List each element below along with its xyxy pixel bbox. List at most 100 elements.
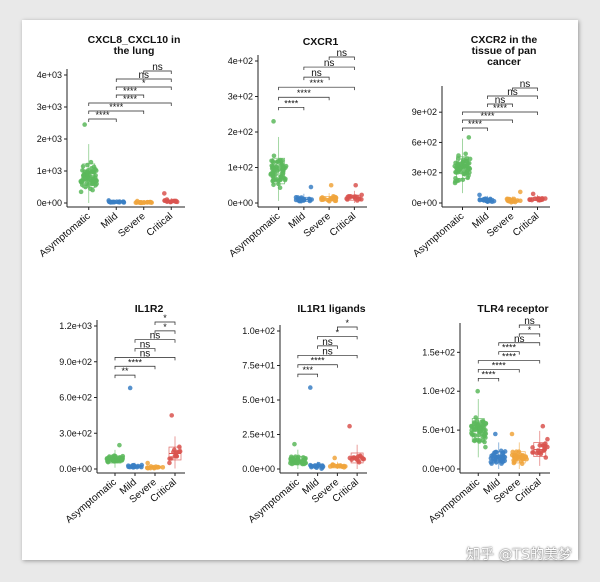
data-point xyxy=(480,438,486,443)
significance-label: **** xyxy=(311,356,326,366)
significance-bracket xyxy=(297,354,358,359)
data-point xyxy=(296,457,301,463)
y-tick-label: 7.5e+01 xyxy=(242,361,275,371)
data-point xyxy=(322,196,327,201)
data-point xyxy=(273,167,278,173)
panel-5: IL1R1 ligands 0.0e+00 2.5e+01 5.0e+01 7.5e+0… xyxy=(242,303,367,526)
significance-label: * xyxy=(142,78,146,88)
data-point xyxy=(499,461,504,466)
data-point xyxy=(517,189,523,195)
data-point xyxy=(474,437,480,443)
x-tick-label: Asymptomatic xyxy=(247,477,302,526)
data-point xyxy=(353,194,358,199)
data-point xyxy=(280,164,285,170)
data-point xyxy=(174,199,180,205)
data-point xyxy=(315,463,321,468)
panel-title: CXCR2 in the xyxy=(471,34,538,46)
significance-label: ns xyxy=(150,331,161,342)
significance-label: **** xyxy=(123,94,138,104)
x-tick-label: Asymptomatic xyxy=(38,211,93,260)
significance-bracket xyxy=(88,118,117,122)
data-point xyxy=(319,464,325,469)
significance-label: ns xyxy=(138,70,149,81)
data-point xyxy=(543,455,549,460)
significance-bracket xyxy=(154,321,176,325)
data-point xyxy=(135,463,141,469)
data-point xyxy=(527,197,532,203)
data-point xyxy=(167,460,172,466)
y-tick-label: 9.0e+02 xyxy=(59,357,92,367)
significance-label: **** xyxy=(468,119,483,129)
significance-label: **** xyxy=(502,343,517,353)
significance-label: ns xyxy=(520,79,531,90)
significance-label: ns xyxy=(336,48,347,59)
data-point xyxy=(145,199,150,205)
data-point xyxy=(513,453,518,459)
data-point xyxy=(474,418,480,424)
panel-title: IL1R2 xyxy=(135,303,164,315)
significance-bracket xyxy=(114,357,176,361)
data-point xyxy=(514,449,519,455)
significance-label: **** xyxy=(284,98,299,108)
data-point xyxy=(456,156,461,162)
data-point xyxy=(289,461,295,467)
data-point xyxy=(467,156,473,162)
y-tick-label: 0.0e+00 xyxy=(422,464,455,474)
x-tick-label: Asymptomatic xyxy=(411,211,466,260)
significance-bracket xyxy=(317,336,358,340)
data-point xyxy=(453,165,459,170)
panel-title: tissue of pan xyxy=(472,45,537,57)
data-point xyxy=(271,119,276,124)
data-point xyxy=(91,164,97,170)
significance-label: **** xyxy=(309,78,324,88)
data-point xyxy=(146,465,152,471)
data-point xyxy=(90,179,95,184)
significance-label: ns xyxy=(140,348,151,359)
y-tick-label: 4e+02 xyxy=(228,56,253,66)
significance-label: ns xyxy=(140,340,151,351)
y-tick-label: 3e+03 xyxy=(37,102,62,112)
data-point xyxy=(540,423,546,429)
y-tick-label: 2e+03 xyxy=(37,134,62,144)
x-tick-label: Severe xyxy=(485,211,517,240)
data-point xyxy=(335,463,341,469)
data-point xyxy=(473,415,479,420)
data-point xyxy=(361,456,367,462)
data-point xyxy=(120,453,126,459)
significance-bracket xyxy=(477,377,500,382)
data-point xyxy=(477,192,482,198)
significance-label: **** xyxy=(123,86,138,96)
data-point xyxy=(462,171,468,177)
significance-bracket xyxy=(317,345,338,349)
y-tick-label: 0.0e+00 xyxy=(242,464,275,474)
data-point xyxy=(354,198,360,203)
data-point xyxy=(271,153,277,159)
significance-label: **** xyxy=(481,369,496,379)
significance-label: **** xyxy=(128,357,143,367)
data-point xyxy=(104,456,110,462)
data-point xyxy=(292,441,297,447)
significance-bracket xyxy=(154,330,176,334)
watermark: 知乎 @TS的美梦 xyxy=(466,547,572,563)
data-point xyxy=(111,453,117,458)
data-point xyxy=(86,178,92,183)
data-point xyxy=(88,159,94,165)
data-point xyxy=(277,185,283,191)
significance-bracket xyxy=(487,103,513,107)
data-point xyxy=(341,465,347,470)
data-point xyxy=(483,444,488,450)
data-point xyxy=(117,442,122,448)
significance-label: *** xyxy=(302,365,313,375)
data-point xyxy=(83,184,88,190)
significance-label: ns xyxy=(322,346,333,357)
data-point xyxy=(162,198,168,203)
data-point xyxy=(276,181,281,187)
y-tick-label: 3e+02 xyxy=(412,168,437,178)
data-point xyxy=(467,166,473,172)
data-point xyxy=(469,424,474,429)
significance-bracket xyxy=(303,66,355,71)
data-point xyxy=(271,182,276,188)
significance-bracket xyxy=(518,333,541,337)
